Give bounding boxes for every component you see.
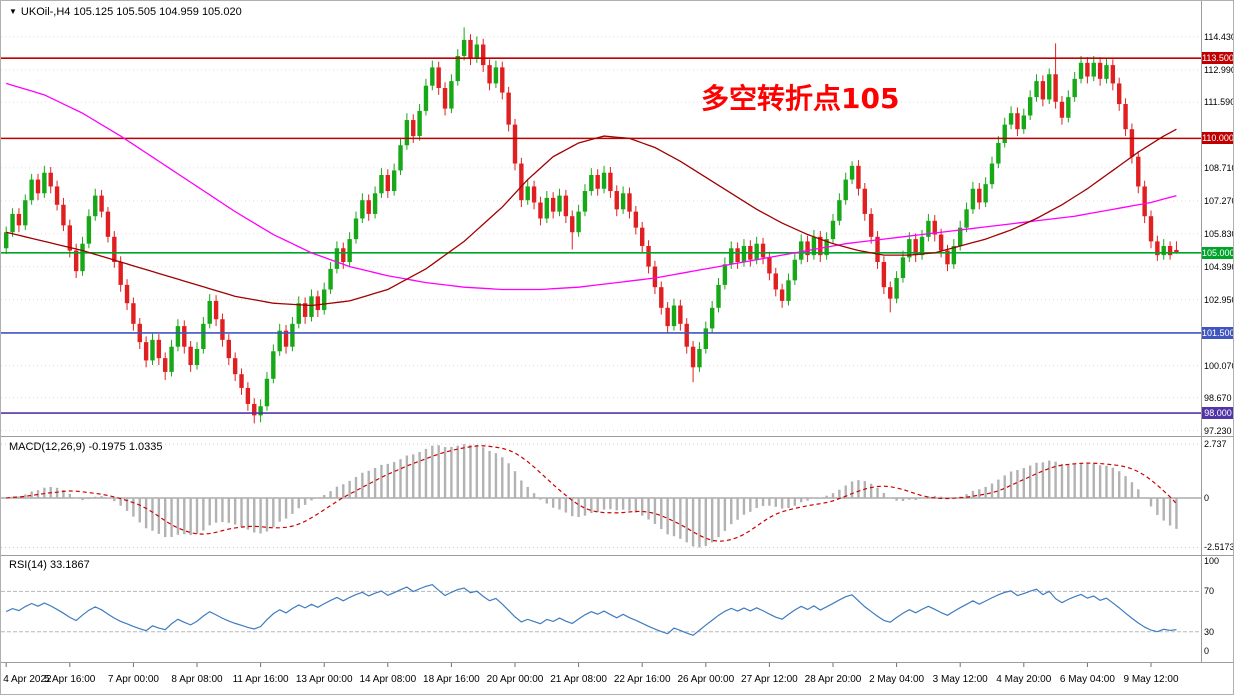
macd-signal-line [6, 445, 1177, 542]
ma-magenta-line [6, 82, 1177, 291]
pane-separator [1, 436, 1233, 437]
time-axis[interactable] [1, 663, 1201, 694]
axis-separator [1201, 1, 1202, 662]
chart-marker-icon: ▼ [9, 7, 17, 16]
ma-darkred-line [6, 128, 1177, 307]
pane-separator [1, 662, 1233, 663]
price-axis-strip[interactable] [1201, 1, 1233, 662]
macd-histogram [11, 444, 1178, 548]
rsi-label: RSI(14) 33.1867 [9, 559, 90, 571]
chart-title-text: UKOil-,H4 105.125 105.505 104.959 105.02… [20, 6, 242, 18]
chart-title: ▼ UKOil-,H4 105.125 105.505 104.959 105.0… [9, 6, 242, 18]
rsi-line [5, 583, 1177, 636]
candles-layer [4, 27, 1179, 424]
macd-label: MACD(12,26,9) -0.1975 1.0335 [9, 441, 163, 453]
pane-separator [1, 555, 1233, 556]
rsi-pane[interactable] [1, 556, 1201, 662]
price-grid [1, 36, 1201, 432]
price-pane[interactable] [1, 1, 1201, 436]
annotation-text[interactable]: 多空转折点105 [701, 82, 900, 115]
time-ticks [5, 663, 1152, 667]
macd-pane[interactable] [1, 437, 1201, 555]
